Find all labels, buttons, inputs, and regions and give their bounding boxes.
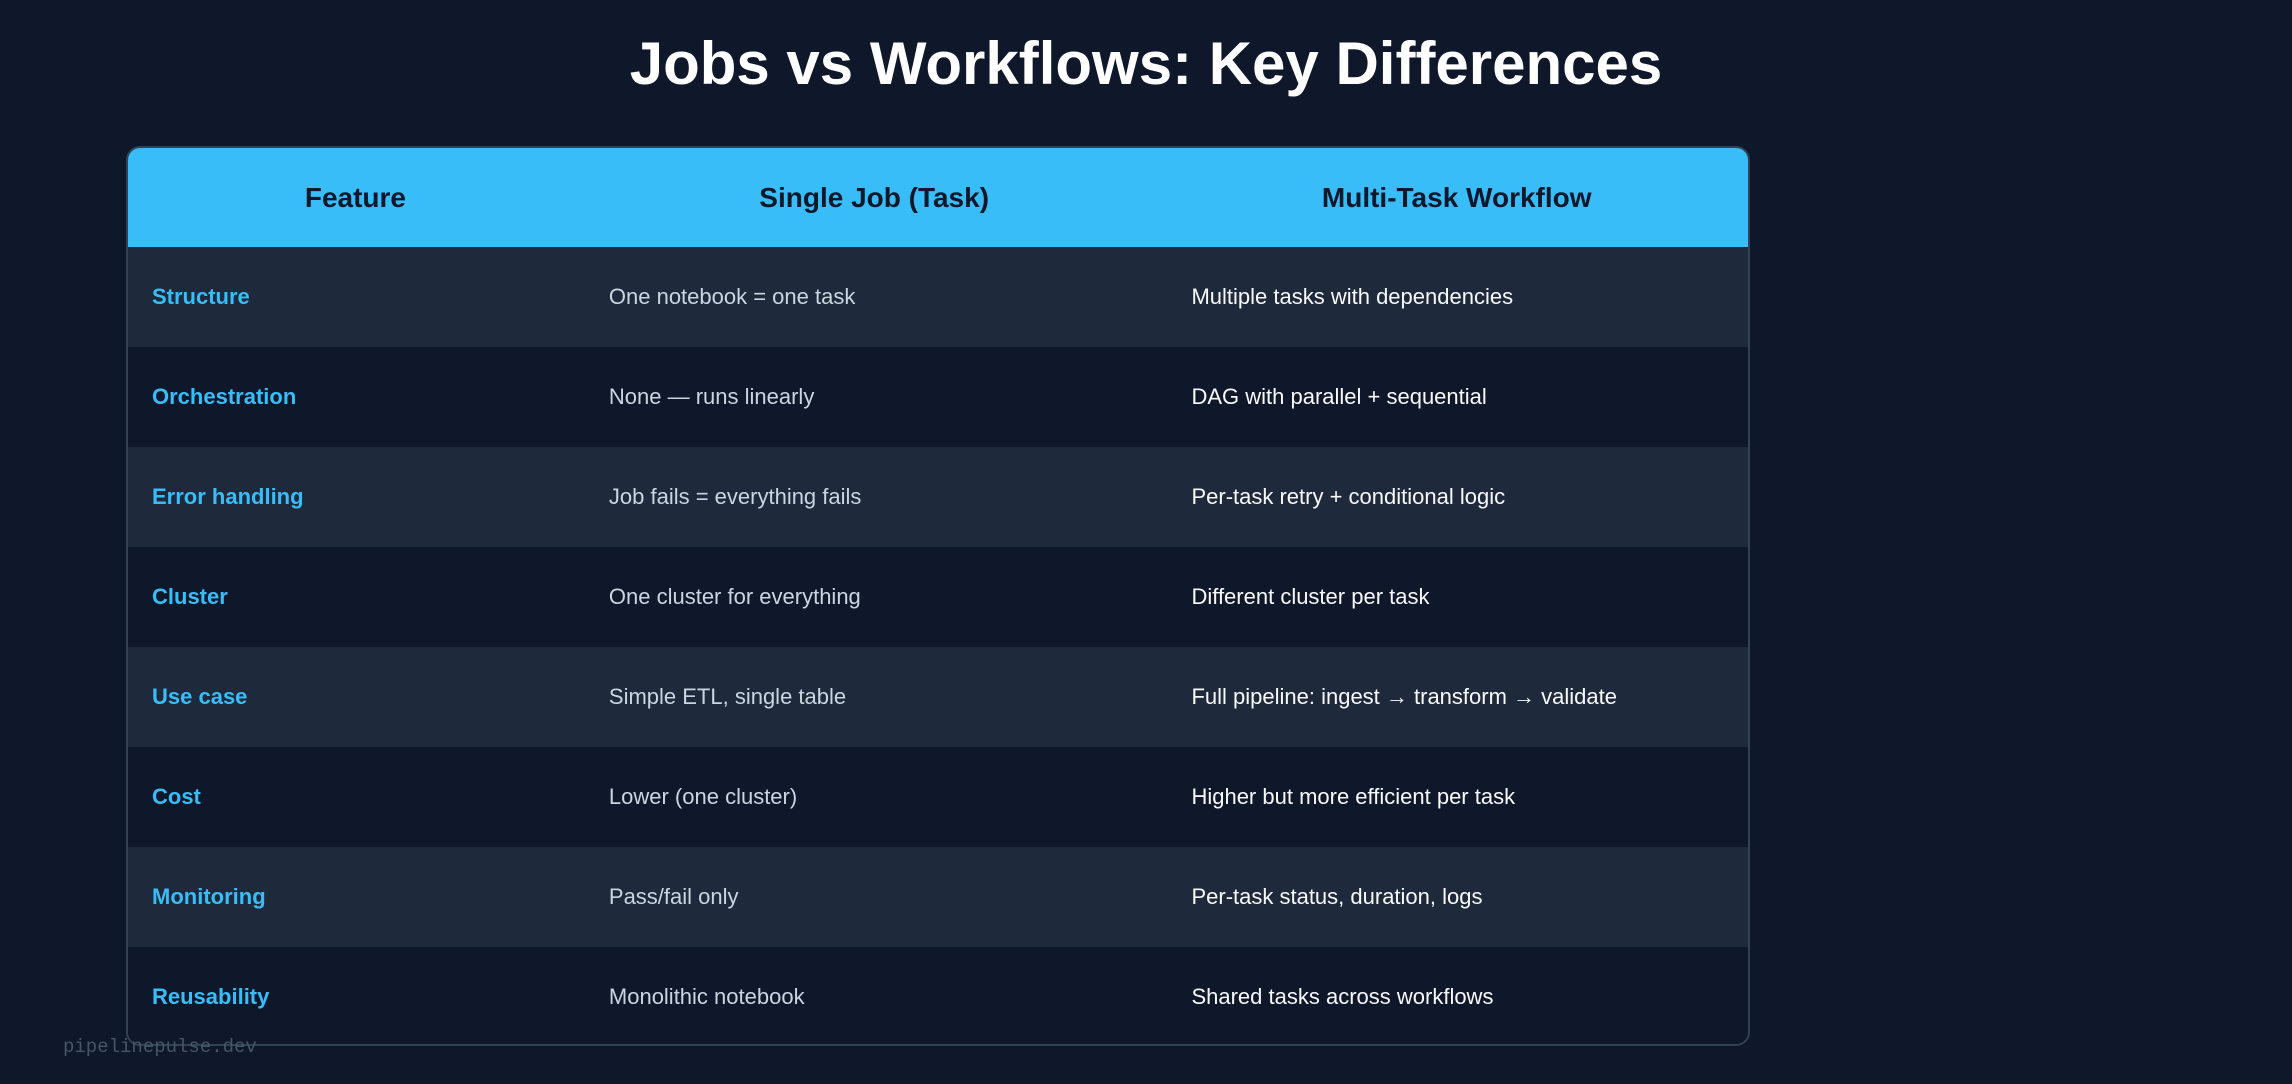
table-row: Reusability Monolithic notebook Shared tas… bbox=[128, 947, 1748, 1044]
table-row: Orchestration None — runs linearly DAG wit… bbox=[128, 347, 1748, 447]
feature-cell: Cluster bbox=[152, 584, 228, 609]
single-job-cell: One notebook = one task bbox=[608, 284, 856, 309]
table-row: Monitoring Pass/fail only Per-task status,… bbox=[128, 847, 1748, 947]
table-row: Cluster One cluster for everything Differe… bbox=[128, 547, 1748, 647]
single-job-cell: Simple ETL, single table bbox=[608, 684, 847, 709]
page-title: Jobs vs Workflows: Key Differences bbox=[629, 30, 1663, 97]
feature-cell: Monitoring bbox=[152, 884, 266, 909]
comparison-table: Feature Single Job (Task) Multi-Task Wor… bbox=[126, 146, 1750, 1046]
table-row: Use case Simple ETL, single table Full pip… bbox=[128, 647, 1748, 747]
feature-cell: Structure bbox=[152, 284, 250, 309]
single-job-cell: One cluster for everything bbox=[608, 584, 861, 609]
workflow-cell: Different cluster per task bbox=[1191, 584, 1430, 609]
workflow-cell: Per-task status, duration, logs bbox=[1191, 884, 1483, 909]
single-job-cell: Job fails = everything fails bbox=[608, 484, 862, 509]
workflow-cell: Shared tasks across workflows bbox=[1191, 984, 1494, 1009]
table-body: Structure One notebook = one task Multiple… bbox=[128, 247, 1748, 1044]
feature-cell: Orchestration bbox=[152, 384, 297, 409]
single-job-cell: Monolithic notebook bbox=[608, 984, 805, 1009]
single-job-cell: Lower (one cluster) bbox=[608, 784, 798, 809]
workflow-cell: Multiple tasks with dependencies bbox=[1191, 284, 1514, 309]
header-single-job: Single Job (Task) bbox=[759, 181, 990, 213]
feature-cell: Cost bbox=[152, 784, 201, 809]
feature-cell: Reusability bbox=[152, 984, 270, 1009]
table-row: Error handling Job fails = everything fai… bbox=[128, 447, 1748, 547]
workflow-cell: Higher but more efficient per task bbox=[1191, 784, 1516, 809]
header-workflow: Multi-Task Workflow bbox=[1321, 181, 1592, 213]
feature-cell: Error handling bbox=[152, 484, 304, 509]
feature-cell: Use case bbox=[152, 684, 248, 709]
table-row: Cost Lower (one cluster) Higher but more e… bbox=[128, 747, 1748, 847]
table-row: Structure One notebook = one task Multiple… bbox=[128, 247, 1748, 347]
single-job-cell: Pass/fail only bbox=[608, 884, 739, 909]
header-feature: Feature bbox=[304, 181, 407, 213]
workflow-cell: DAG with parallel + sequential bbox=[1191, 384, 1487, 409]
watermark: pipelinepulse.dev bbox=[63, 1036, 257, 1058]
workflow-cell: Per-task retry + conditional logic bbox=[1191, 484, 1506, 509]
table-header: Feature Single Job (Task) Multi-Task Wor… bbox=[128, 148, 1748, 247]
workflow-cell: Full pipeline: ingest → transform → vali… bbox=[1191, 684, 1617, 709]
single-job-cell: None — runs linearly bbox=[608, 384, 815, 409]
